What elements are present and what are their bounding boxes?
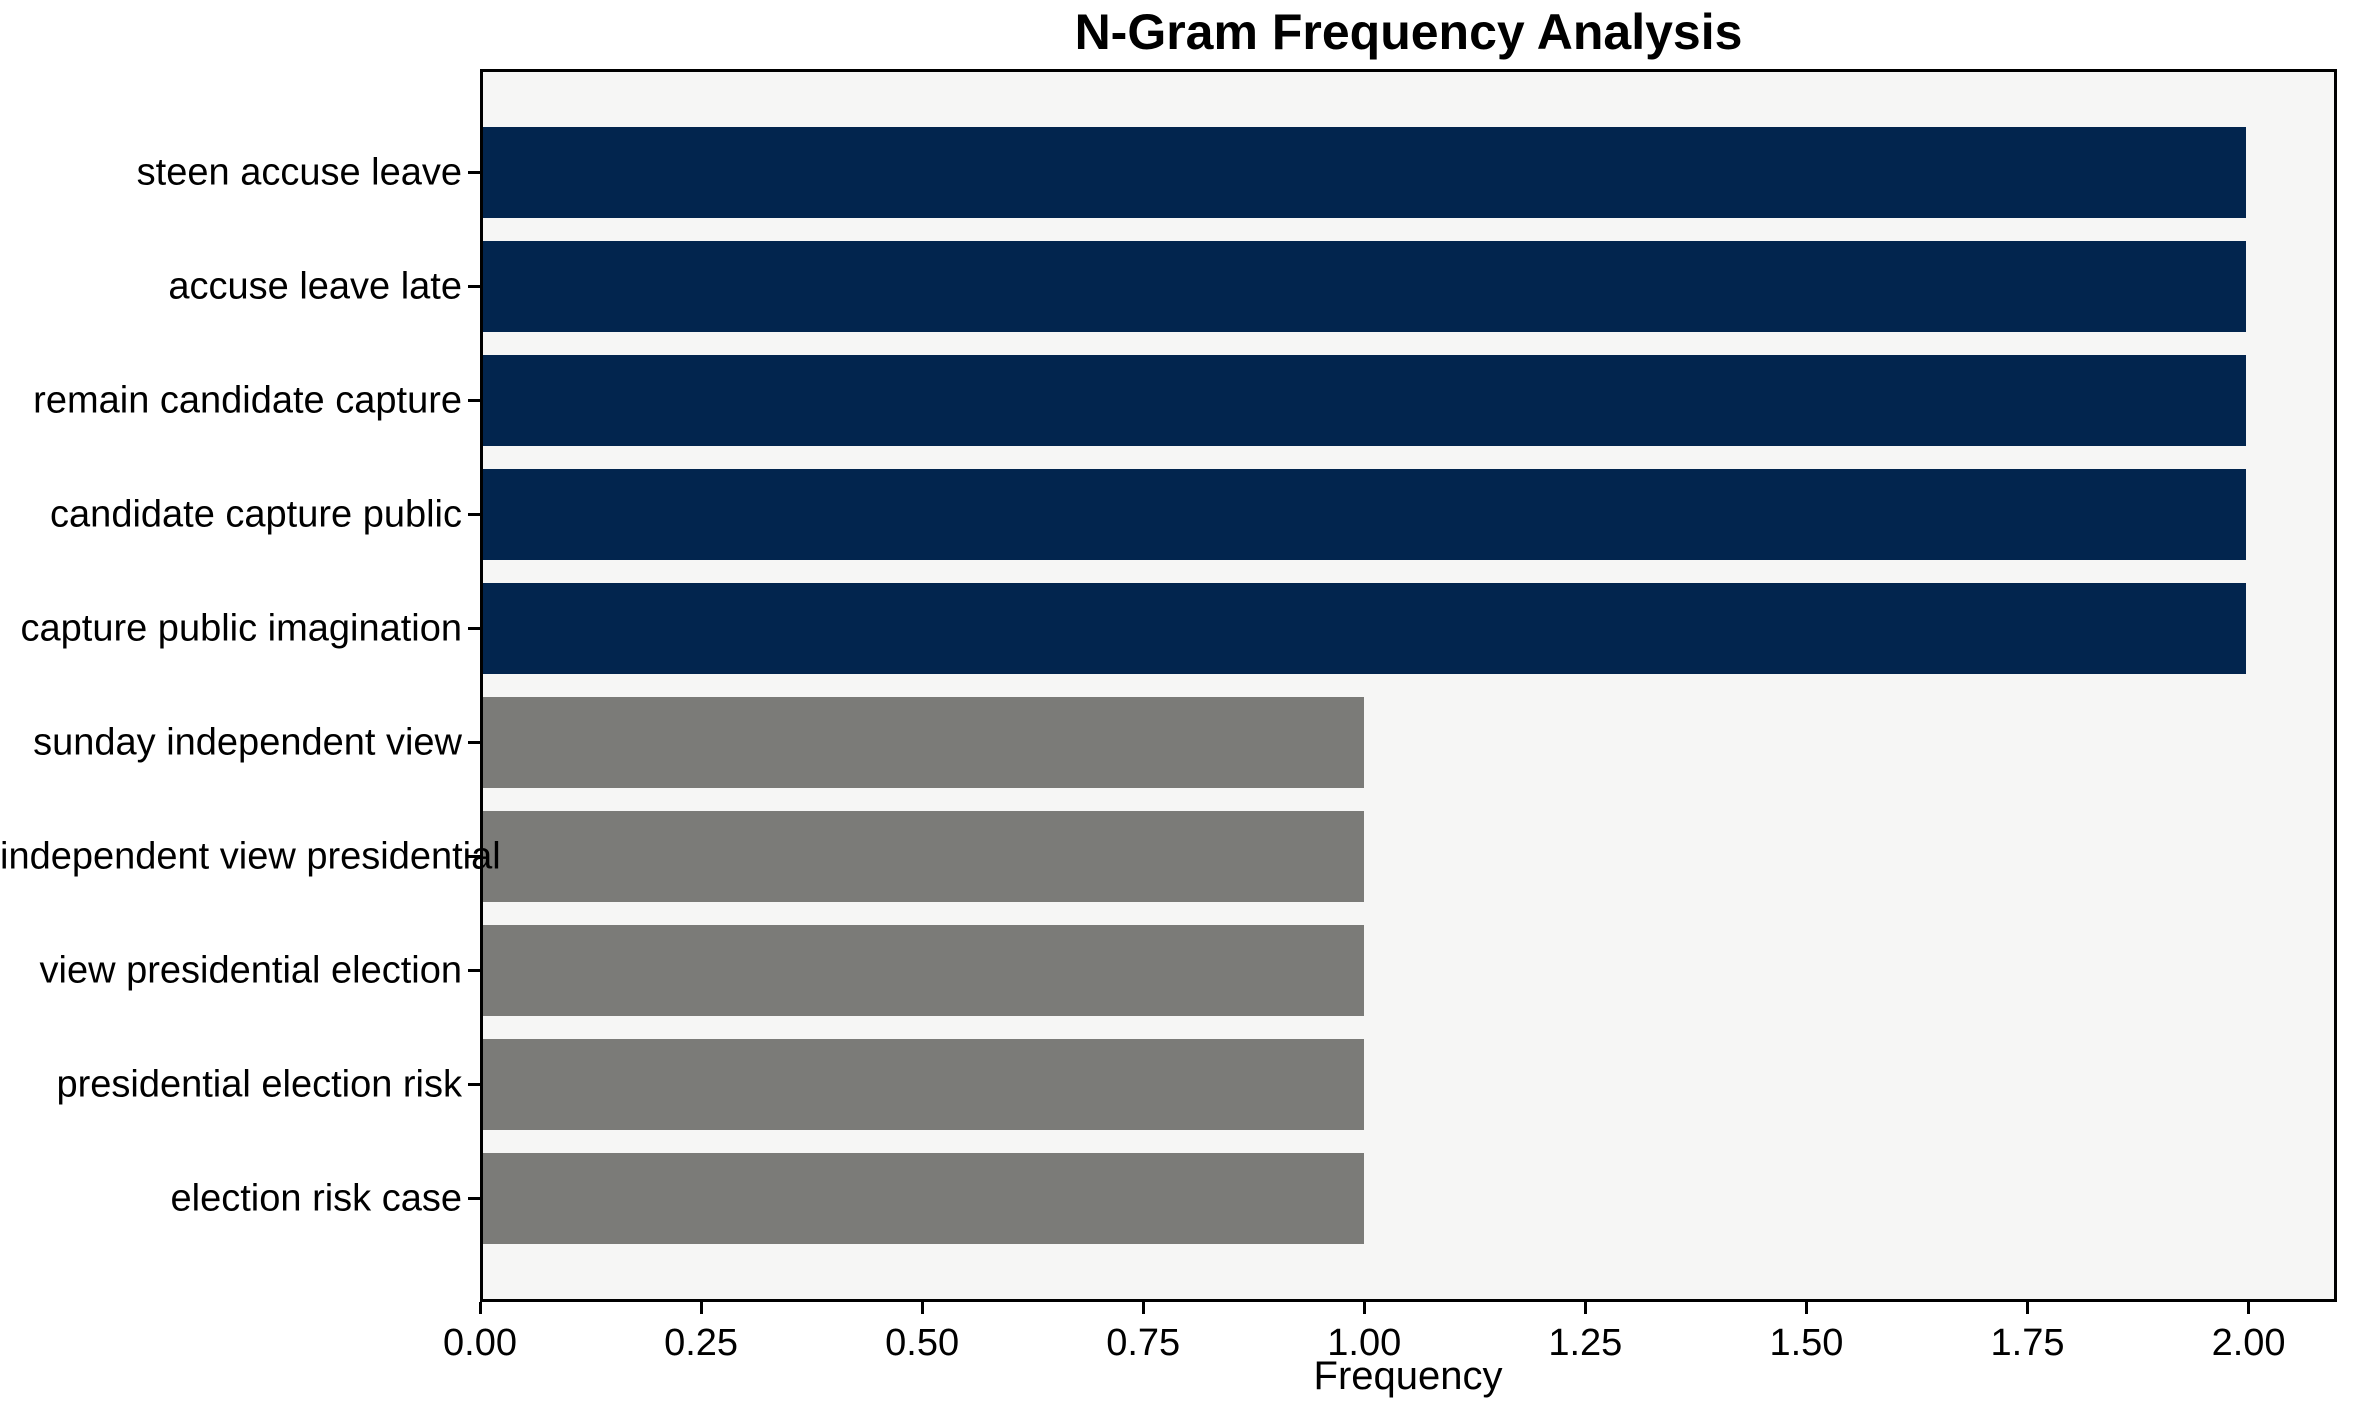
- bars-container: [483, 72, 2334, 1299]
- x-axis-title: Frequency: [1313, 1354, 1503, 1398]
- bar: [483, 469, 2246, 560]
- y-tick-label: independent view presidential: [0, 835, 501, 877]
- y-tick-mark: [468, 741, 480, 744]
- y-tick-label: sunday independent view: [33, 721, 462, 763]
- x-tick-label: 1.00: [1327, 1322, 1402, 1364]
- bar: [483, 811, 1365, 902]
- x-tick-mark: [2026, 1302, 2029, 1314]
- y-tick-label: remain candidate capture: [33, 379, 462, 421]
- y-tick-mark: [468, 1197, 480, 1200]
- x-tick-label: 0.25: [664, 1322, 739, 1364]
- bar: [483, 925, 1365, 1016]
- plot-area: [480, 69, 2337, 1302]
- x-tick-label: 1.25: [1548, 1322, 1623, 1364]
- x-tick-mark: [1362, 1302, 1366, 1314]
- y-tick-mark: [468, 513, 480, 516]
- x-tick-label: 0.00: [443, 1322, 517, 1364]
- bar: [483, 697, 1365, 788]
- x-tick-mark: [1804, 1302, 1808, 1314]
- x-tick-mark: [478, 1302, 482, 1314]
- y-tick-mark: [468, 1083, 480, 1086]
- bar: [483, 127, 2246, 218]
- y-tick-label: presidential election risk: [56, 1063, 462, 1105]
- y-tick-mark: [468, 627, 480, 630]
- x-tick-mark: [1141, 1302, 1145, 1314]
- y-tick-mark: [468, 855, 480, 858]
- y-tick-label: steen accuse leave: [136, 151, 462, 193]
- y-tick-label: capture public imagination: [20, 607, 463, 649]
- x-tick-mark: [699, 1302, 703, 1314]
- y-tick-mark: [468, 171, 480, 174]
- bar: [483, 583, 2246, 674]
- x-tick-mark: [2247, 1302, 2251, 1314]
- x-tick-label: 0.75: [1106, 1322, 1181, 1364]
- y-tick-mark: [468, 969, 480, 972]
- y-tick-mark: [468, 399, 480, 402]
- bar: [483, 241, 2246, 332]
- chart-title: N-Gram Frequency Analysis: [1074, 4, 1743, 60]
- x-tick-label: 1.50: [1769, 1322, 1844, 1364]
- bar: [483, 355, 2246, 446]
- y-tick-label: view presidential election: [39, 949, 462, 991]
- x-tick-mark: [1583, 1302, 1587, 1314]
- x-tick-label: 0.50: [885, 1322, 960, 1364]
- y-tick-label: accuse leave late: [168, 265, 462, 307]
- x-tick-label: 1.75: [1990, 1322, 2065, 1364]
- x-tick-label: 2.00: [2211, 1322, 2286, 1364]
- bar: [483, 1039, 1365, 1130]
- bar: [483, 1153, 1365, 1244]
- y-tick-label: candidate capture public: [50, 493, 462, 535]
- x-tick-mark: [920, 1302, 924, 1314]
- y-tick-mark: [468, 285, 480, 288]
- y-tick-label: election risk case: [170, 1177, 462, 1219]
